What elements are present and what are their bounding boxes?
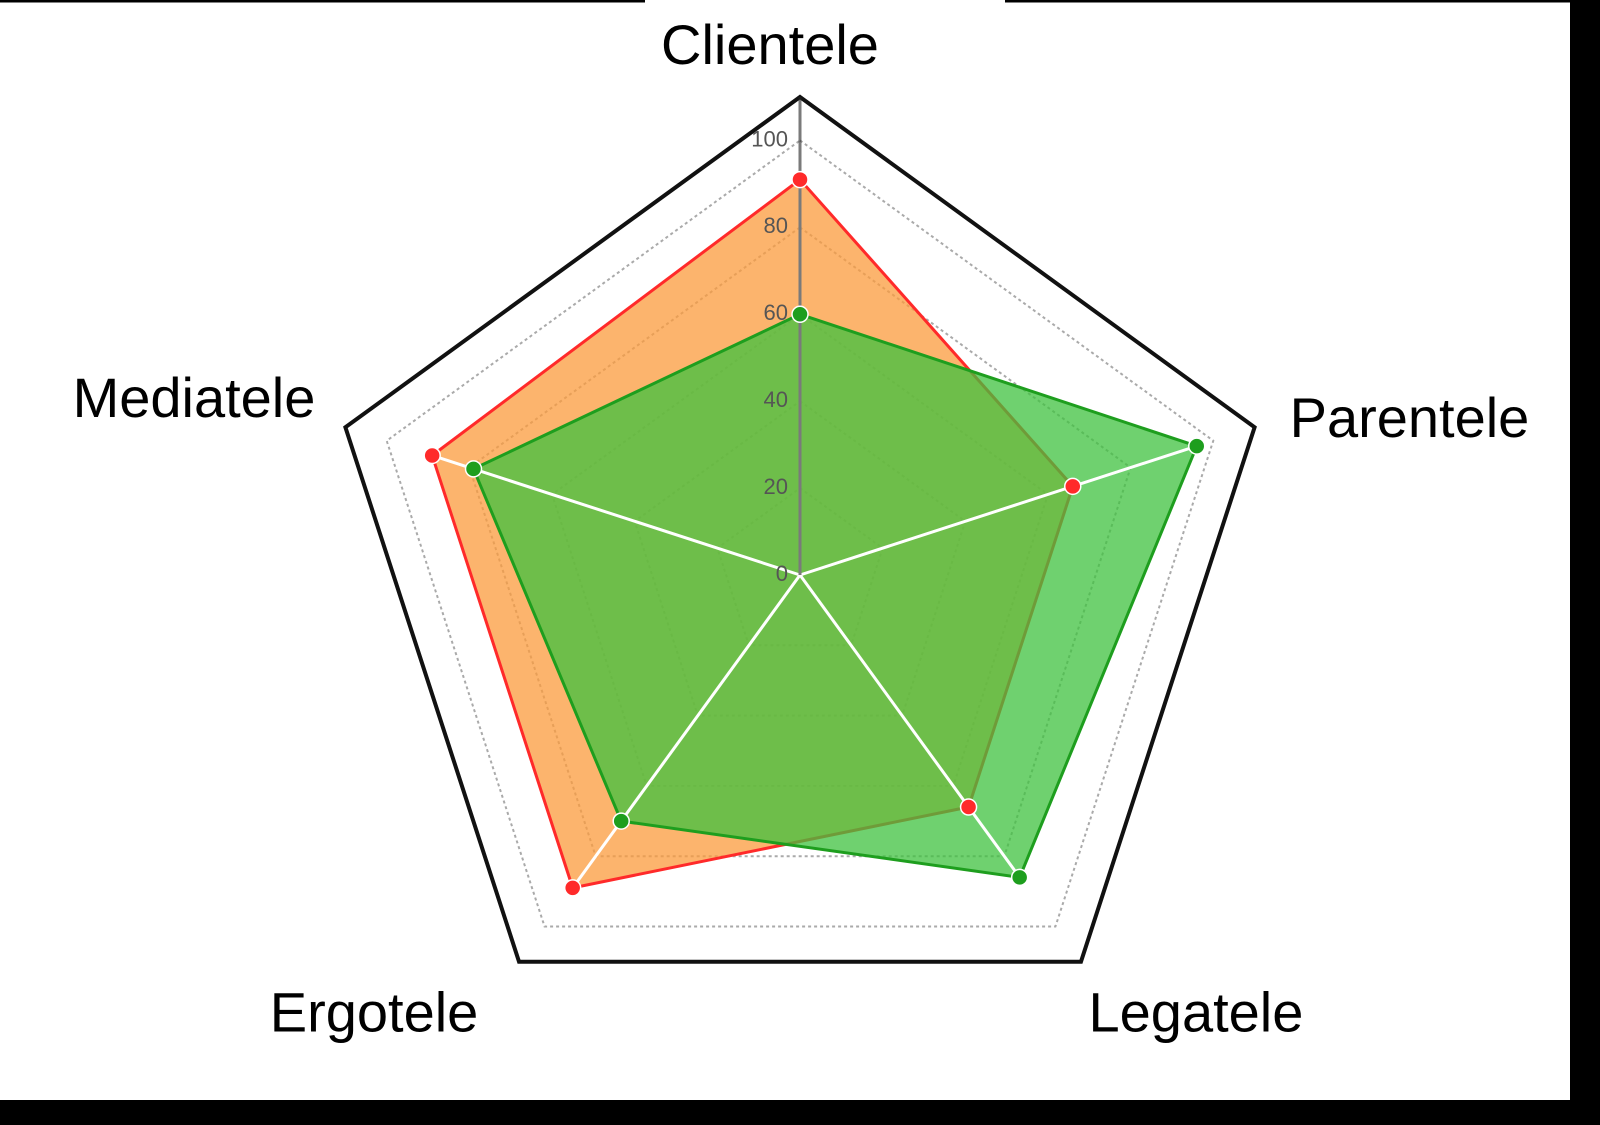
category-label: Ergotele	[270, 981, 479, 1044]
data-point	[464, 460, 483, 478]
y-tick-label: 0	[776, 561, 788, 586]
category-label: Clientele	[661, 13, 879, 76]
data-point	[423, 446, 441, 465]
data-point	[791, 170, 809, 189]
y-tick-label: 80	[764, 213, 788, 238]
data-point	[1010, 868, 1029, 887]
data-point	[959, 798, 978, 816]
frame-edge	[0, 1100, 1600, 1125]
spoke	[798, 574, 1056, 926]
spoke	[544, 574, 802, 926]
data-point	[612, 812, 630, 830]
data-point	[1064, 477, 1082, 496]
plot: 0 20 40 60 80 100 Clientele Parentele Legatele Er…	[73, 13, 1530, 1044]
y-tick-label: 40	[764, 387, 788, 412]
data-point	[791, 305, 809, 324]
data-point	[563, 879, 582, 897]
y-tick-label: 20	[764, 474, 788, 499]
category-label: Mediatele	[73, 366, 316, 429]
y-tick-label: 60	[764, 300, 788, 325]
y-tick-label: 100	[751, 126, 788, 151]
spoke	[388, 439, 801, 577]
radar-frame	[343, 94, 1257, 964]
data-point	[1187, 437, 1206, 455]
grid-line	[468, 226, 1132, 858]
frame-edge	[1570, 0, 1600, 1125]
category-label: Parentele	[1290, 386, 1530, 449]
series-area	[471, 312, 1199, 879]
spoke	[799, 439, 1212, 577]
category-label: Legatele	[1089, 981, 1304, 1044]
